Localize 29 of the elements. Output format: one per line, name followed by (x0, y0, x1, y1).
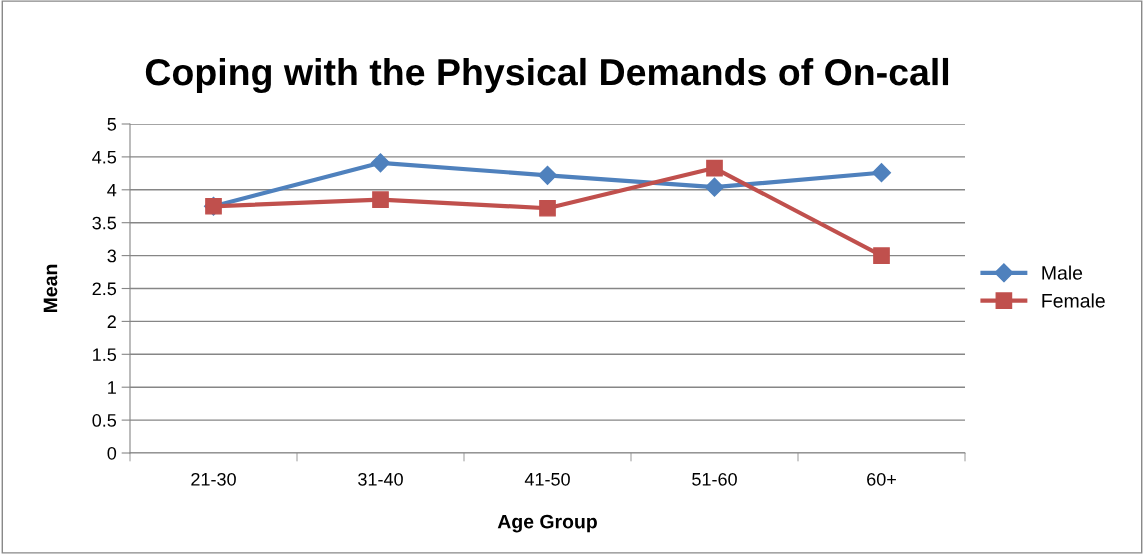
y-tick-label: 2 (107, 315, 116, 328)
x-tick-label: 60+ (867, 472, 896, 486)
point (539, 199, 556, 217)
y-tick-label: 2.5 (92, 282, 117, 296)
y-tick-label: 3.5 (92, 216, 117, 230)
point (372, 191, 389, 209)
y-tick-label: 1.5 (93, 348, 117, 362)
point (871, 163, 892, 183)
point (706, 159, 723, 177)
point (873, 247, 890, 264)
chart-title: Coping with the Physical Demands of On-call (145, 57, 949, 94)
point (704, 177, 725, 197)
legend-label: Male (1042, 265, 1083, 280)
y-axis-title: Mean (43, 264, 58, 313)
y-tick-label: 0.5 (92, 414, 117, 427)
x-tick-label: 41-50 (524, 472, 570, 486)
y-tick-label: 0 (107, 446, 117, 460)
x-tick-label: 51-60 (692, 472, 737, 486)
y-tick-label: 3 (107, 249, 117, 263)
point (537, 165, 558, 185)
y-tick-label: 4 (107, 183, 117, 197)
x-tick-label: 21-30 (191, 472, 236, 486)
point (370, 153, 391, 173)
y-tick-label: 1 (108, 381, 116, 394)
x-tick-label: 31-40 (358, 472, 403, 486)
legend-label: Female (1042, 293, 1105, 308)
x-axis-title: Age Group (497, 514, 597, 533)
y-tick-label: 4.5 (92, 151, 117, 164)
y-tick-label: 5 (107, 118, 117, 131)
